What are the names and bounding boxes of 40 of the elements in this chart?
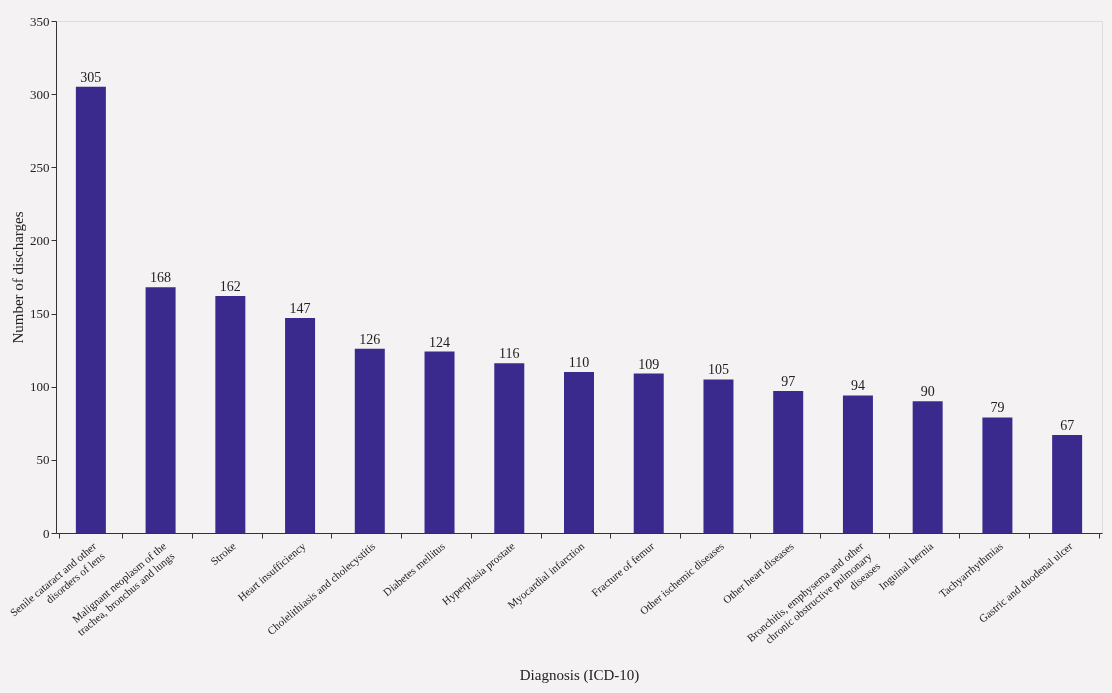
- bar: [842, 395, 873, 533]
- bar: [564, 372, 594, 533]
- bar: [215, 296, 246, 533]
- bar: [494, 363, 525, 533]
- y-tick-label: 250: [30, 159, 50, 175]
- data-label: 79: [990, 400, 1005, 416]
- bar: [354, 348, 385, 533]
- data-label: 124: [429, 334, 451, 350]
- y-tick-label: 350: [30, 13, 50, 29]
- data-label: 105: [707, 362, 729, 378]
- y-tick-label: 150: [30, 306, 50, 322]
- y-tick-label: 200: [30, 232, 50, 248]
- y-tick-label: 0: [43, 525, 50, 541]
- y-tick-label: 300: [30, 86, 50, 102]
- data-label: 94: [850, 378, 865, 394]
- data-label: 97: [781, 374, 796, 390]
- bar: [75, 86, 106, 533]
- data-label: 305: [80, 69, 102, 85]
- data-label: 126: [359, 331, 381, 347]
- data-label: 162: [219, 279, 241, 295]
- y-tick-label: 50: [36, 452, 50, 468]
- bar: [633, 373, 664, 533]
- bar: [424, 351, 455, 533]
- x-axis-title: Diagnosis (ICD-10): [519, 666, 640, 684]
- data-label: 90: [920, 384, 935, 400]
- data-label: 110: [568, 355, 590, 371]
- bar: [773, 391, 804, 533]
- data-label: 116: [499, 346, 520, 362]
- y-tick-label: 100: [30, 379, 50, 395]
- bar: [703, 379, 734, 533]
- data-label: 109: [638, 356, 660, 372]
- bar: [145, 287, 176, 533]
- y-axis-title: Number of discharges: [10, 211, 26, 344]
- bar: [912, 401, 943, 533]
- bar: [982, 417, 1013, 533]
- data-label: 147: [289, 300, 311, 316]
- data-label: 67: [1060, 417, 1075, 433]
- bar: [1052, 434, 1083, 533]
- data-label: 168: [150, 270, 172, 286]
- bar: [285, 317, 316, 533]
